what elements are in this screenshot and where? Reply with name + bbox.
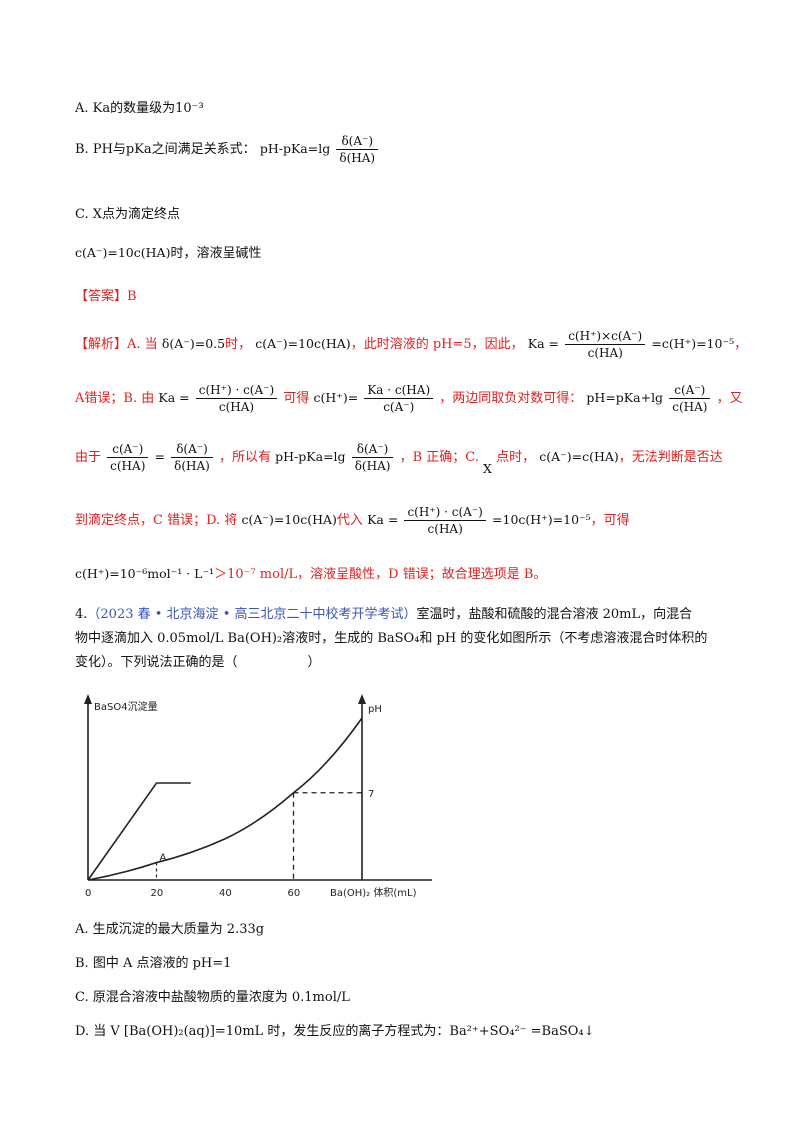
q4-option-a: A. 生成沉淀的最大质量为 2.33g — [75, 922, 265, 937]
x-tick-label: 20 — [151, 888, 164, 898]
ph-series-line — [87, 717, 363, 881]
fraction: δ(A⁻) δ(HA) — [336, 134, 379, 165]
q3-option-c: C. X点为滴定终点 — [75, 207, 181, 222]
q4-option-b: B. 图中 A 点溶液的 pH=1 — [75, 956, 232, 971]
left-axis-label: BaSO4沉淀量 — [94, 700, 158, 713]
q4-stem-line-3: 变化）。下列说法正确的是（） — [75, 655, 321, 670]
answer-label: 【答案】 — [75, 289, 128, 304]
x-tick-label: 40 — [219, 888, 232, 898]
q3-option-a: A. Ka的数量级为10⁻³ — [75, 101, 204, 116]
x-tick-label: 60 — [288, 888, 301, 898]
precipitate-series-line — [87, 782, 191, 881]
explanation-line-3: 由于 c(A⁻) c(HA) = δ(A⁻) δ(HA) ，所以有 pH-pKa=l… — [75, 442, 723, 476]
q4-option-d: D. 当 V [Ba(OH)₂(aq)]=10mL 时，发生反应的离子方程式为：… — [75, 1024, 595, 1039]
q4-stem-line-1: 4.（2023 春 • 北京海淀 • 高三北京二十中校考开学考试）室温时，盐酸和… — [75, 607, 693, 622]
explanation-line-4: 到滴定终点，C 错误；D. 将 c(A⁻)=10c(HA)代入 Ka = c(H… — [75, 505, 630, 536]
q3-option-d: c(A⁻)=10c(HA)时，溶液呈碱性 — [75, 245, 262, 261]
right-axis-arrow — [358, 694, 366, 704]
point-a-label: A — [160, 853, 167, 864]
q4-stem-line-2: 物中逐滴加入 0.05mol/L Ba(OH)₂溶液时，生成的 BaSO₄和 p… — [75, 631, 708, 646]
left-axis-arrow — [84, 694, 92, 704]
q4-source: （2023 春 • 北京海淀 • 高三北京二十中校考开学考试） — [87, 607, 417, 622]
right-axis-label: pH — [368, 704, 382, 715]
precipitate-ph-chart: BaSO4沉淀量 pH 7 A Ba(OH)₂ 体积(mL) 0 20 40 60 — [84, 694, 432, 898]
q3-option-b: B. PH与pKa之间满足关系式： pH-pKa=lg δ(A⁻) δ(HA) — [75, 134, 380, 165]
explanation-line-5: c(H⁺)=10⁻⁶mol⁻¹ · L⁻¹＞10⁻⁷ mol/L，溶液呈酸性，D… — [75, 566, 547, 582]
explanation-line-1: 【解析】A. 当 δ(A⁻)=0.5时， c(A⁻)=10c(HA)，此时溶液的… — [75, 329, 748, 360]
explanation-label: 【解析】 — [75, 337, 128, 352]
answer-value: B — [127, 289, 137, 304]
answer-line: 【答案】B — [75, 285, 137, 304]
q4-option-c: C. 原混合溶液中盐酸物质的量浓度为 0.1mol/L — [75, 990, 350, 1005]
ph-marker-label: 7 — [368, 789, 374, 800]
x-axis-label: Ba(OH)₂ 体积(mL) — [330, 887, 417, 898]
x-tick-label: 0 — [85, 888, 91, 898]
explanation-line-2: A错误；B. 由 Ka = c(H⁺) · c(A⁻) c(HA) 可得 c(H⁺… — [75, 383, 743, 414]
